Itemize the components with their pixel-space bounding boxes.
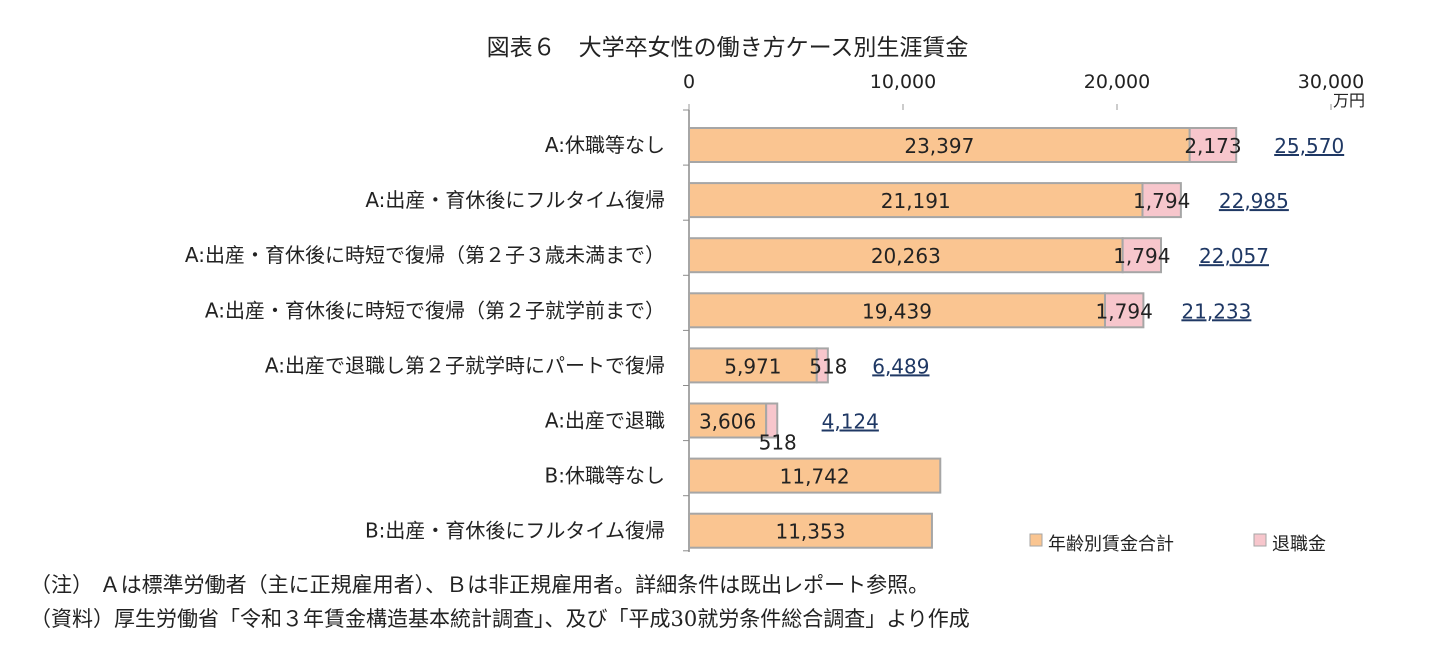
retirement-value-label: 1,794 bbox=[1113, 244, 1170, 268]
category-label: A:出産・育休後に時短で復帰（第２子３歳未満まで） bbox=[185, 243, 665, 267]
wage-bar bbox=[688, 127, 1191, 163]
category-label: A:出産・育休後に時短で復帰（第２子就学前まで） bbox=[205, 298, 665, 322]
wage-bar bbox=[688, 512, 933, 549]
retirement-bar bbox=[815, 347, 829, 384]
retirement-value-label: 2,173 bbox=[1184, 134, 1241, 158]
wage-bar bbox=[688, 347, 818, 384]
wage-value-label: 3,606 bbox=[699, 410, 756, 434]
x-tick-label: 10,000 bbox=[870, 71, 936, 93]
wage-value-label: 11,353 bbox=[775, 520, 845, 544]
footnotes: （注） Ａは標準労働者（主に正規雇用者）、Ｂは非正規雇用者。詳細条件は既出レポー… bbox=[30, 568, 970, 636]
legend-swatch-retirement bbox=[1253, 533, 1267, 547]
retirement-value-label: 1,794 bbox=[1133, 189, 1190, 213]
retirement-bar bbox=[1141, 182, 1182, 219]
total-value-label: 4,124 bbox=[822, 410, 879, 434]
wage-bar bbox=[688, 292, 1106, 329]
legend-label-retirement: 退職金 bbox=[1272, 534, 1326, 555]
note-line: （注） Ａは標準労働者（主に正規雇用者）、Ｂは非正規雇用者。詳細条件は既出レポー… bbox=[30, 573, 930, 597]
total-value-label: 6,489 bbox=[872, 354, 929, 378]
retirement-bar bbox=[1103, 292, 1145, 329]
category-label: A:休職等なし bbox=[545, 133, 665, 157]
retirement-value-label: 1,794 bbox=[1096, 299, 1153, 323]
category-label: A:出産で退職し第２子就学時にパートで復帰 bbox=[265, 353, 665, 377]
x-tick-label: 20,000 bbox=[1084, 71, 1150, 93]
x-tick-label: 0 bbox=[683, 71, 695, 93]
wage-bar bbox=[688, 457, 942, 494]
unit-label: 万円 bbox=[1333, 91, 1365, 110]
wage-value-label: 11,742 bbox=[780, 465, 850, 489]
total-value-label: 21,233 bbox=[1181, 299, 1251, 323]
retirement-bar bbox=[1121, 237, 1163, 274]
wage-value-label: 19,439 bbox=[862, 299, 932, 323]
wage-value-label: 20,263 bbox=[871, 244, 941, 268]
retirement-bar bbox=[1188, 127, 1238, 163]
total-value-label: 22,057 bbox=[1199, 244, 1269, 268]
wage-value-label: 23,397 bbox=[904, 134, 974, 158]
total-value-label: 25,570 bbox=[1274, 134, 1344, 158]
legend-label-wage: 年齢別賃金合計 bbox=[1048, 534, 1174, 555]
wage-value-label: 21,191 bbox=[881, 189, 951, 213]
category-label: A:出産・育休後にフルタイム復帰 bbox=[365, 188, 665, 212]
category-label: B:出産・育休後にフルタイム復帰 bbox=[365, 519, 665, 543]
category-label: A:出産で退職 bbox=[545, 409, 665, 433]
retirement-value-label: 518 bbox=[809, 354, 847, 378]
category-label: B:休職等なし bbox=[545, 464, 665, 488]
x-tick-label: 30,000 bbox=[1298, 71, 1364, 93]
wage-value-label: 5,971 bbox=[724, 354, 781, 378]
total-value-label: 22,985 bbox=[1219, 189, 1289, 213]
retirement-bar bbox=[765, 402, 779, 439]
chart-title: 図表６ 大学卒女性の働き方ケース別生涯賃金 bbox=[486, 35, 969, 61]
legend-swatch-wage bbox=[1029, 533, 1043, 547]
wage-bar bbox=[688, 182, 1144, 219]
retirement-value-label: 518 bbox=[759, 431, 797, 455]
source-line: （資料）厚生労働省「令和３年賃金構造基本統計調査」、及び「平成30就労条件総合調… bbox=[30, 607, 970, 631]
